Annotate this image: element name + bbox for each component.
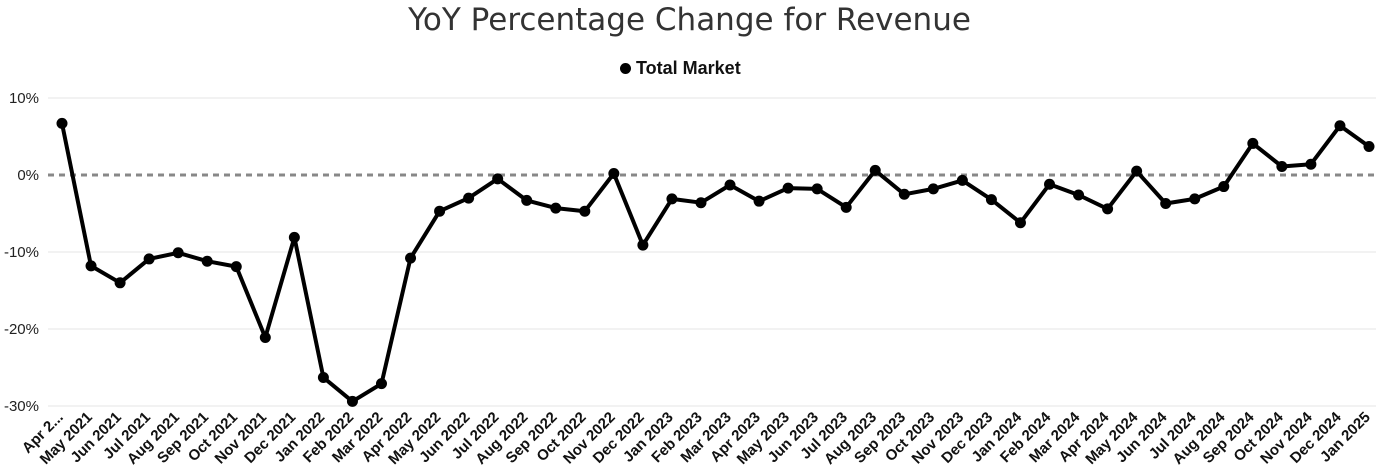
data-point — [840, 201, 852, 213]
data-point — [259, 331, 271, 343]
data-point — [1131, 165, 1143, 177]
data-point — [898, 188, 910, 200]
data-point — [288, 231, 300, 243]
data-point — [434, 205, 446, 217]
data-point — [1014, 217, 1026, 229]
data-point — [869, 164, 881, 176]
y-tick-label: -30% — [4, 398, 39, 415]
data-point — [1305, 158, 1317, 170]
data-point — [492, 173, 504, 185]
chart-title: YoY Percentage Change for Revenue — [408, 2, 971, 38]
data-point — [666, 193, 678, 205]
data-point — [985, 194, 997, 206]
data-point — [230, 261, 242, 273]
data-point — [724, 179, 736, 191]
data-point — [695, 197, 707, 209]
data-point — [956, 174, 968, 186]
data-point — [637, 239, 649, 251]
legend: Total Market — [620, 58, 741, 78]
data-point — [579, 205, 591, 217]
data-point — [1044, 178, 1056, 190]
y-tick-label: -20% — [4, 321, 39, 338]
data-point — [753, 195, 765, 207]
data-point — [782, 182, 794, 194]
data-point — [608, 167, 620, 179]
data-point — [1247, 137, 1259, 149]
legend-label: Total Market — [636, 57, 741, 78]
data-point — [375, 378, 387, 390]
data-point — [550, 202, 562, 214]
data-point — [346, 395, 358, 407]
data-point — [1218, 181, 1230, 193]
data-point — [201, 255, 213, 267]
data-point — [927, 183, 939, 195]
data-point — [1276, 161, 1288, 173]
y-tick-label: 10% — [9, 90, 39, 107]
series-line-total-market — [60, 121, 1371, 404]
data-point — [811, 183, 823, 195]
data-point — [405, 252, 417, 264]
data-point — [1073, 189, 1085, 201]
data-point — [114, 277, 126, 289]
data-point — [172, 247, 184, 259]
data-point — [521, 194, 533, 206]
data-point — [143, 253, 155, 265]
data-point — [1363, 141, 1375, 153]
y-tick-label: -10% — [4, 244, 39, 261]
data-point — [1189, 193, 1201, 205]
data-point — [1160, 197, 1172, 209]
y-tick-label: 0% — [17, 167, 39, 184]
legend-marker — [620, 62, 631, 74]
data-point — [317, 372, 329, 384]
data-point — [1334, 120, 1346, 132]
data-point — [463, 192, 475, 204]
data-point — [56, 117, 68, 129]
data-point — [1102, 203, 1114, 215]
data-point — [85, 260, 97, 272]
